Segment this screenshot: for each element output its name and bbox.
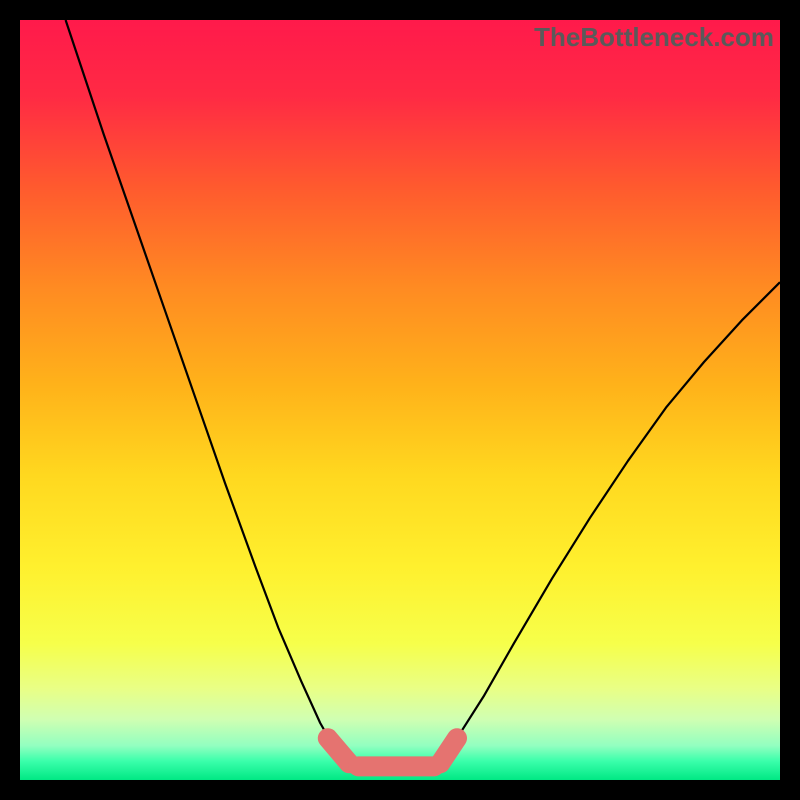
minimum-marker	[440, 738, 457, 763]
minimum-marker	[328, 738, 349, 763]
watermark-text: TheBottleneck.com	[534, 22, 774, 53]
plot-area	[20, 20, 780, 780]
bottleneck-curve	[20, 20, 780, 780]
chart-frame: TheBottleneck.com	[0, 0, 800, 800]
curve-path	[66, 20, 780, 765]
